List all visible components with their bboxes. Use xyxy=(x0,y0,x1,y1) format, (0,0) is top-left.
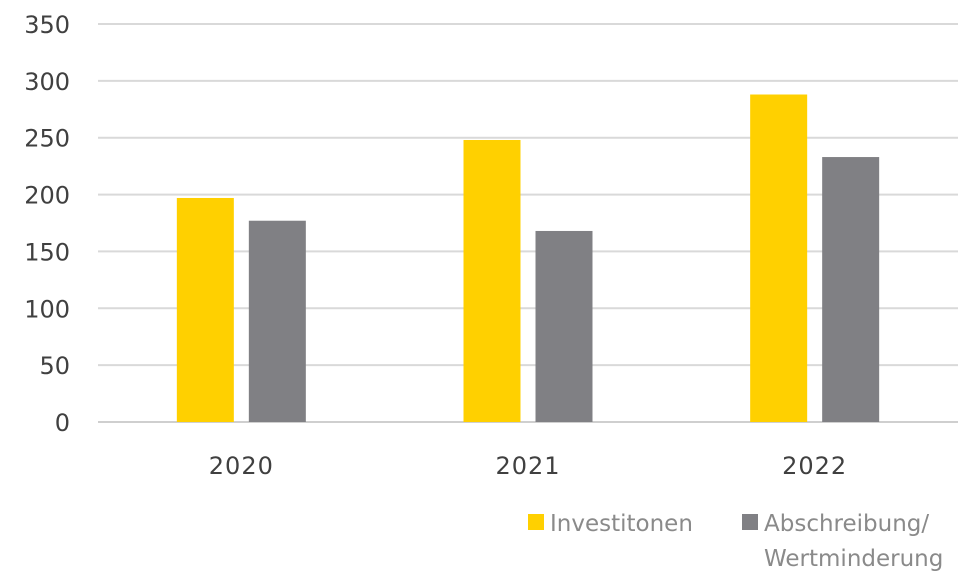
legend-swatch-investitonen xyxy=(528,514,544,530)
x-category-label: 2020 xyxy=(209,452,274,480)
x-category-label: 2022 xyxy=(782,452,847,480)
legend-label-abschreibung-line2: Wertminderung xyxy=(764,546,943,571)
legend: Investitonen Abschreibung/ Wertminderung xyxy=(528,511,943,571)
legend-item-abschreibung: Abschreibung/ Wertminderung xyxy=(742,511,943,571)
legend-swatch-abschreibung xyxy=(742,514,758,530)
y-tick-label: 0 xyxy=(55,409,70,437)
bar-2022-series-1 xyxy=(822,157,880,422)
bars xyxy=(176,94,880,422)
y-tick-label: 100 xyxy=(24,295,70,323)
y-tick-label: 300 xyxy=(24,68,70,96)
x-axis-labels: 2020 2021 2022 xyxy=(209,452,847,480)
y-tick-label: 150 xyxy=(24,238,70,266)
bar-2021-series-1 xyxy=(535,230,593,422)
legend-item-investitonen: Investitonen xyxy=(528,511,693,537)
bar-2020-series-0 xyxy=(176,197,234,422)
y-tick-label: 350 xyxy=(24,11,70,39)
bar-2021-series-0 xyxy=(463,139,521,422)
bar-2022-series-0 xyxy=(750,94,808,422)
gridlines xyxy=(98,23,958,423)
y-axis-ticks: 0 50 100 150 200 250 300 350 xyxy=(24,11,70,437)
legend-label-investitonen: Investitonen xyxy=(550,511,693,537)
y-tick-label: 50 xyxy=(39,352,70,380)
legend-label-abschreibung-line1: Abschreibung/ xyxy=(764,511,929,537)
y-tick-label: 250 xyxy=(24,125,70,153)
y-tick-label: 200 xyxy=(24,182,70,210)
bar-2020-series-1 xyxy=(248,220,306,422)
x-category-label: 2021 xyxy=(495,452,560,480)
